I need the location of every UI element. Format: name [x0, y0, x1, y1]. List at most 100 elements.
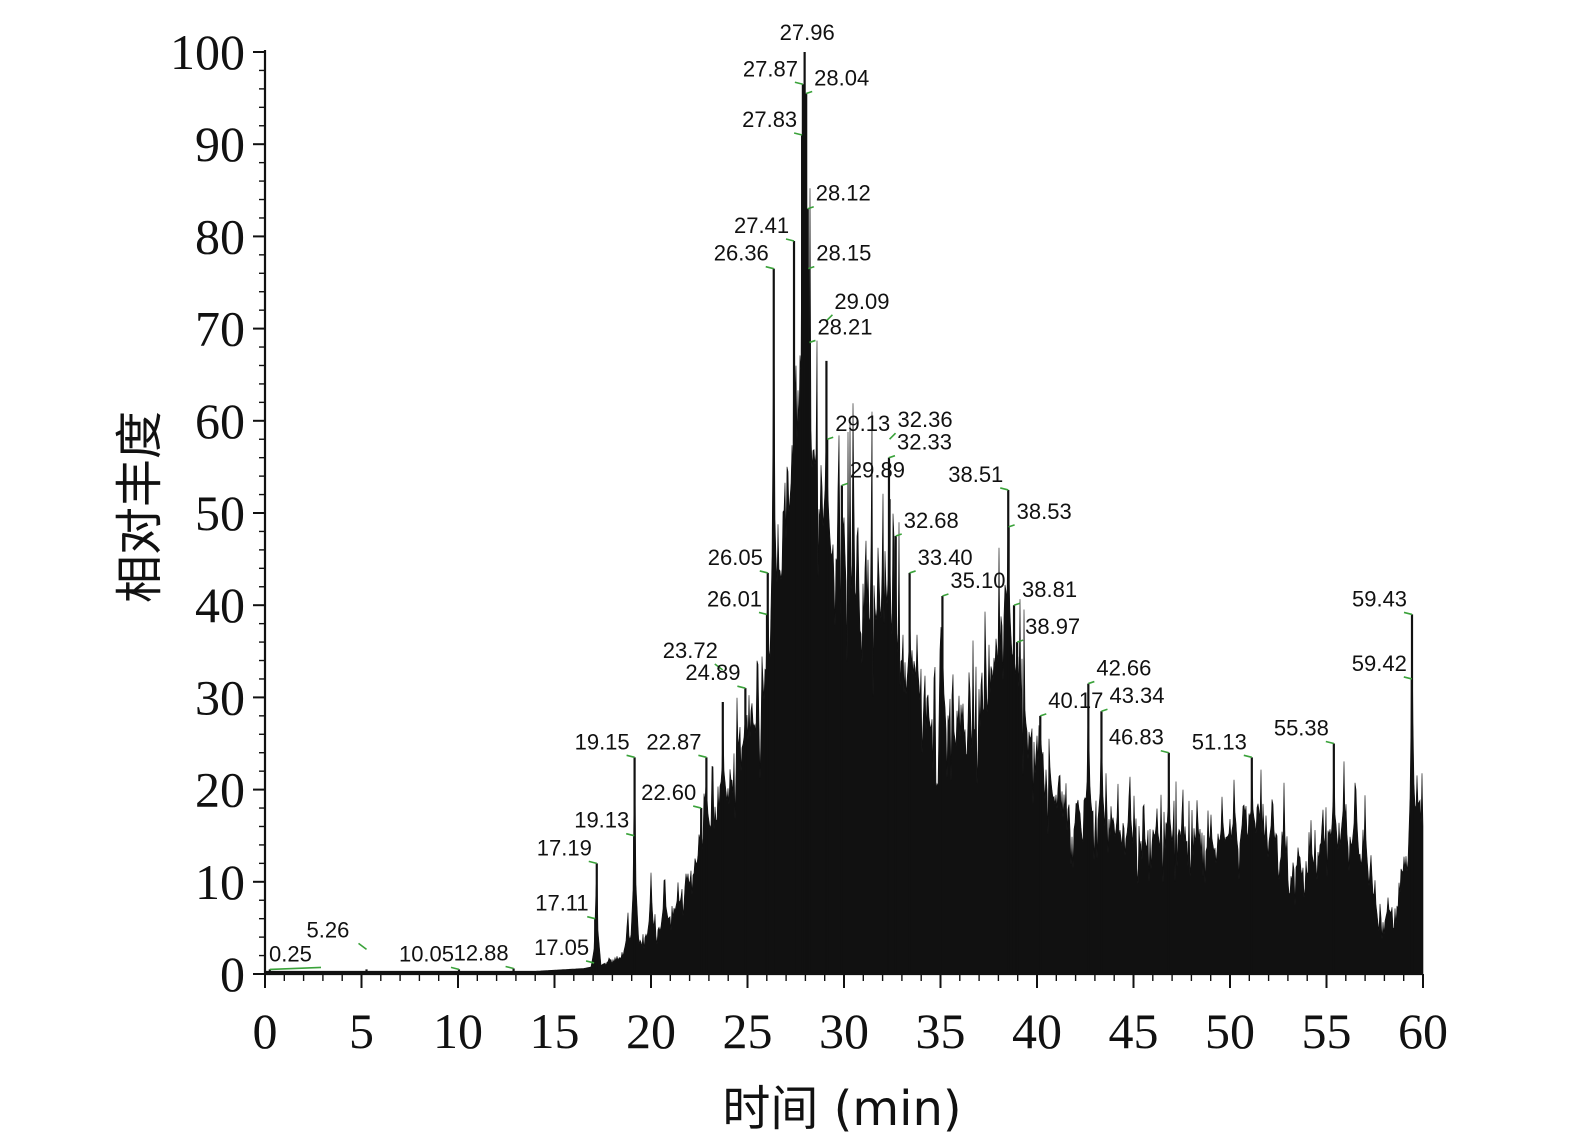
- y-axis-title: 相对丰度: [112, 411, 168, 603]
- peak-label: 12.88: [454, 940, 509, 965]
- peak-leader-line: [737, 685, 746, 689]
- peak-leader-line: [1243, 754, 1253, 759]
- x-tick-label: 15: [530, 1003, 580, 1059]
- peak-label: 40.17: [1048, 688, 1103, 713]
- peak-label: 22.87: [646, 729, 701, 754]
- y-tick-label: 60: [195, 393, 245, 449]
- peak-label: 28.15: [816, 241, 871, 266]
- x-tick-label: 35: [916, 1003, 966, 1059]
- peak-leader-line: [1088, 680, 1095, 685]
- peak-label: 38.97: [1025, 614, 1080, 639]
- peak-leader-line: [1008, 524, 1015, 528]
- peak-label: 29.09: [834, 289, 889, 314]
- peak-label: 10.05: [399, 941, 454, 966]
- x-axis-title: 时间 (min): [722, 1081, 961, 1137]
- peak-leader-line: [895, 533, 902, 537]
- x-tick-label: 60: [1398, 1003, 1448, 1059]
- peak-leader-line: [585, 960, 595, 964]
- peak-label: 32.36: [898, 407, 953, 432]
- peak-leader-line: [888, 432, 897, 440]
- peak-label: 23.72: [663, 638, 718, 663]
- peak-label: 28.21: [817, 314, 872, 339]
- y-tick-label: 40: [195, 577, 245, 633]
- x-tick-label: 10: [433, 1003, 483, 1059]
- peak-label: 24.89: [685, 660, 740, 685]
- peak-label: 32.33: [897, 430, 952, 455]
- axes: 0 10 20 30 40 50 60 70 80 90 100 0 5 10 15 20 25 30 35 40 45…: [170, 24, 1448, 1059]
- peak-label: 29.89: [850, 457, 905, 482]
- peak-leader-line: [450, 966, 460, 971]
- y-tick-label: 80: [195, 208, 245, 264]
- peak-label: 27.87: [743, 56, 798, 81]
- y-tick-label: 30: [195, 669, 245, 725]
- peak-label: 51.13: [1192, 729, 1247, 754]
- peak-label: 19.13: [574, 808, 629, 833]
- peak-label: 26.05: [708, 545, 763, 570]
- peak-leader-line: [588, 860, 597, 865]
- y-tick-label: 10: [195, 854, 245, 910]
- peak-label: 32.68: [904, 508, 959, 533]
- peak-leader-line: [785, 238, 795, 242]
- x-tick-label: 40: [1012, 1003, 1062, 1059]
- chromatogram-trace: [264, 52, 1424, 975]
- peak-leader-line: [807, 205, 814, 210]
- peak-label: 19.15: [575, 729, 630, 754]
- peak-leader-line: [1403, 676, 1413, 680]
- peak-label: 17.11: [535, 891, 588, 916]
- peak-leader-line: [809, 339, 816, 344]
- peak-label: 0.25: [269, 941, 312, 966]
- x-tick-label: 55: [1302, 1003, 1352, 1059]
- peak-leader-line: [1000, 487, 1009, 491]
- peak-leader-line: [626, 754, 635, 759]
- peak-leader-line: [269, 966, 322, 971]
- peak-label: 38.53: [1017, 499, 1072, 524]
- peak-leader-line: [1016, 639, 1024, 643]
- peak-leader-line: [759, 570, 768, 574]
- peak-leader-line: [942, 593, 949, 597]
- peak-leader-line: [698, 754, 707, 759]
- peak-label: 17.05: [534, 935, 589, 960]
- peak-labels: 27.96 27.87 28.04 27.83 28.12 27.41 26.36 28.15…: [269, 20, 1407, 966]
- peak-label: 26.01: [707, 586, 762, 611]
- y-tick-label: 70: [195, 301, 245, 357]
- peak-label: 17.19: [537, 835, 592, 860]
- peak-leader-line: [825, 314, 834, 322]
- peak-leader-line: [692, 805, 702, 809]
- peak-leader-line: [505, 965, 514, 970]
- x-tick-label: 50: [1205, 1003, 1255, 1059]
- peak-label: 33.40: [918, 545, 973, 570]
- peak-leader-line: [1403, 611, 1413, 616]
- x-tick-label: 25: [723, 1003, 773, 1059]
- peak-leader-line: [758, 611, 768, 616]
- peak-label: 22.60: [641, 780, 696, 805]
- y-tick-label: 0: [220, 946, 245, 1002]
- y-tick-label: 50: [195, 485, 245, 541]
- peak-label: 5.26: [307, 917, 350, 942]
- peak-label: 28.04: [814, 65, 869, 90]
- peak-leader-line: [793, 132, 803, 136]
- peak-leader-line: [714, 663, 724, 671]
- peak-leader-line: [1160, 749, 1170, 754]
- peak-leader-line: [888, 454, 896, 459]
- peak-label: 59.42: [1352, 651, 1407, 676]
- trace-area: [264, 113, 1424, 975]
- peak-leader-line: [587, 915, 596, 920]
- peak-label: 27.96: [780, 20, 835, 45]
- peak-leader-line: [1040, 713, 1047, 717]
- peak-label: 38.51: [948, 462, 1003, 487]
- x-tick-label: 45: [1109, 1003, 1159, 1059]
- peak-leader-line: [1101, 708, 1108, 712]
- x-tick-label: 30: [819, 1003, 869, 1059]
- peak-label: 29.13: [835, 411, 890, 436]
- peak-label: 43.34: [1109, 683, 1164, 708]
- peak-leader-line: [909, 570, 916, 574]
- peak-leader-line: [358, 942, 367, 951]
- peak-label: 42.66: [1096, 656, 1151, 681]
- peak-leader-line: [805, 90, 813, 95]
- peak-label: 59.43: [1352, 586, 1407, 611]
- peak-leader-line: [765, 265, 774, 270]
- y-tick-label: 90: [195, 116, 245, 172]
- peak-leader-line: [1325, 740, 1335, 745]
- peak-label: 38.81: [1022, 577, 1077, 602]
